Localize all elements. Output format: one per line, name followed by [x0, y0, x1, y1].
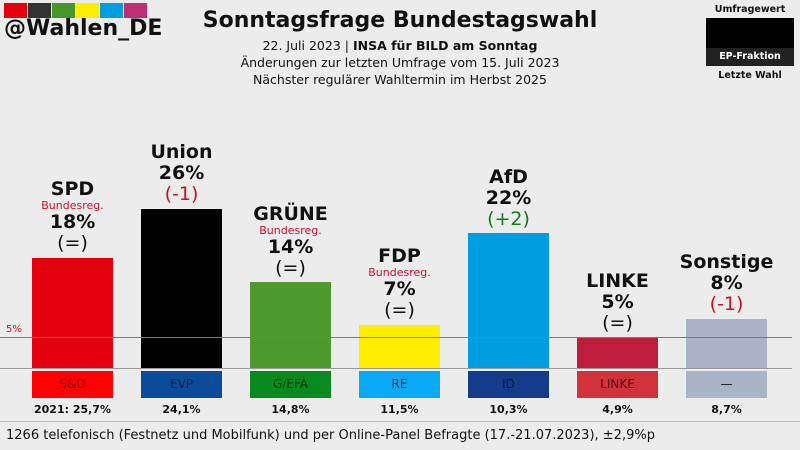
- logo-square: [124, 3, 147, 18]
- logo-square: [100, 3, 123, 18]
- handle: @Wahlen_DE: [4, 16, 163, 41]
- bar-fdp: [359, 325, 440, 368]
- party-name: LINKE: [586, 269, 649, 292]
- party-name: GRÜNE: [253, 202, 328, 225]
- threshold-line: [0, 337, 792, 339]
- fraktion-label: EVP: [141, 371, 222, 398]
- party-name: Sonstige: [679, 251, 774, 274]
- bar-label: LINKE 5% (=): [558, 269, 678, 334]
- bar-label: Union 26% (-1): [122, 142, 242, 205]
- logo-square: [52, 3, 75, 18]
- party-change: (-1): [709, 293, 744, 316]
- party-value: 26%: [158, 162, 205, 185]
- last-election-value: 2021: 25,7%: [33, 403, 111, 416]
- party-value: 8%: [710, 272, 743, 295]
- fraktion-label: RE: [359, 371, 440, 398]
- party-change: (=): [57, 232, 88, 255]
- bar-afd: [468, 233, 549, 368]
- bar-grüne: [250, 282, 331, 368]
- legend-last: Letzte Wahl: [718, 70, 782, 81]
- party-value: 18%: [49, 211, 96, 234]
- legend-fraktion: EP-Fraktion: [706, 48, 794, 66]
- fraktion-label: G/EFA: [250, 371, 331, 398]
- last-election-value: 10,3%: [489, 403, 528, 416]
- govt-badge: Bundesreg.: [41, 199, 104, 213]
- govt-badge: Bundesreg.: [259, 223, 322, 237]
- bar-linke: [577, 337, 658, 368]
- changes-note: Änderungen zur letzten Umfrage vom 15. J…: [240, 55, 560, 70]
- bar-label: GRÜNE Bundesreg. 14% (=): [231, 202, 351, 279]
- party-name: AfD: [489, 165, 528, 188]
- bar-sonstige: [686, 319, 767, 368]
- last-election-value: 8,7%: [711, 403, 742, 416]
- govt-badge: Bundesreg.: [368, 266, 431, 280]
- party-name: SPD: [50, 178, 95, 201]
- logo-square: [28, 3, 51, 18]
- logo-square: [4, 3, 27, 18]
- party-value: 7%: [383, 278, 416, 301]
- party-name: FDP: [378, 245, 421, 268]
- last-election-value: 4,9%: [602, 403, 633, 416]
- last-election-value: 14,8%: [271, 403, 310, 416]
- party-change: (=): [275, 256, 306, 279]
- bar-label: AfD 22% (+2): [449, 165, 569, 230]
- logo-colors: [4, 3, 148, 22]
- subtitle: 22. Juli 2023 | INSA für BILD am Sonntag: [262, 38, 538, 53]
- footer-note: 1266 telefonisch (Festnetz und Mobilfunk…: [6, 428, 655, 443]
- bar-label: FDP Bundesreg. 7% (=): [340, 246, 460, 321]
- bar-label: Sonstige 8% (-1): [667, 252, 787, 315]
- baseline: [0, 368, 792, 369]
- party-change: (=): [602, 311, 633, 334]
- legend-value: Umfragewert: [714, 4, 786, 15]
- bar-spd: [32, 257, 113, 368]
- party-name: Union: [150, 141, 213, 164]
- chart-title: Sonntagsfrage Bundestagswahl: [202, 8, 598, 33]
- threshold-label: 5%: [6, 324, 22, 336]
- last-election-value: 11,5%: [380, 403, 419, 416]
- bar-union: [141, 209, 222, 368]
- divider: [0, 421, 800, 422]
- party-change: (+2): [487, 207, 530, 230]
- party-value: 14%: [267, 235, 314, 258]
- party-value: 22%: [485, 186, 532, 209]
- fraktion-label: S&D: [32, 371, 113, 398]
- fraktion-label: ID: [468, 371, 549, 398]
- fraktion-label: —: [686, 371, 767, 398]
- legend: Umfragewert EP-Fraktion Letzte Wahl: [702, 4, 798, 81]
- last-election-value: 24,1%: [162, 403, 201, 416]
- fraktion-label: LINKE: [577, 371, 658, 398]
- party-value: 5%: [601, 290, 634, 313]
- logo-square: [76, 3, 99, 18]
- next-election-note: Nächster regulärer Wahltermin im Herbst …: [253, 72, 547, 87]
- party-change: (-1): [164, 183, 199, 206]
- bar-label: SPD Bundesreg. 18% (=): [13, 179, 133, 254]
- party-change: (=): [384, 299, 415, 322]
